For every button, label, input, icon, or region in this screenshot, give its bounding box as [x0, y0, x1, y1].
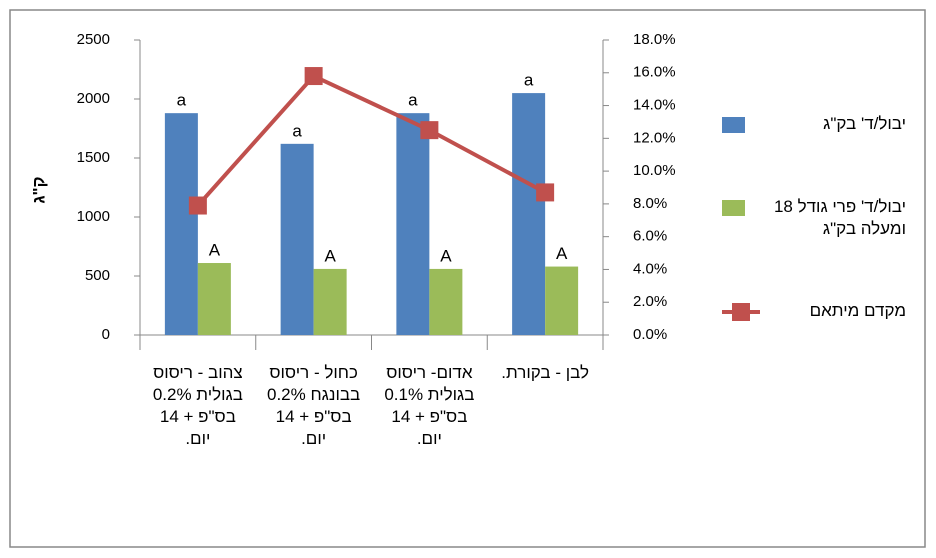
- y2-tick-label: 6.0%: [633, 228, 667, 245]
- y-axis-label: ק"ג: [29, 176, 48, 203]
- bar: [545, 266, 579, 335]
- y2-tick-label: 2.0%: [633, 293, 667, 310]
- line-marker: [420, 121, 439, 140]
- legend-label: מקדם מיתאם: [809, 301, 906, 320]
- legend-marker: [732, 303, 750, 321]
- y2-tick-label: 0.0%: [633, 326, 667, 343]
- y2-tick-label: 18.0%: [633, 31, 676, 48]
- y2-tick-label: 8.0%: [633, 195, 667, 212]
- y-tick-label: 500: [85, 267, 110, 284]
- bar-label: a: [177, 91, 187, 110]
- bar: [164, 113, 198, 335]
- line-series: [196, 73, 547, 207]
- x-tick-label: אדום- ריסוס בגולית 0.1% בס"פ + 14 יום.: [384, 363, 475, 448]
- line-marker: [188, 196, 207, 215]
- legend-swatch: [722, 200, 745, 216]
- x-tick-label: לבן - בקורת.: [501, 363, 589, 382]
- bar-label: a: [408, 91, 418, 110]
- bar-label: A: [556, 244, 568, 263]
- y2-tick-label: 12.0%: [633, 129, 676, 146]
- bar: [429, 268, 463, 335]
- bar: [396, 113, 430, 335]
- y-tick-label: 1500: [77, 149, 110, 166]
- legend-swatch: [722, 117, 745, 133]
- legend-label: יבול/ד' בק"ג: [823, 114, 906, 133]
- y-tick-label: 1000: [77, 208, 110, 225]
- bar-label: a: [292, 121, 302, 140]
- y-tick-label: 2000: [77, 90, 110, 107]
- bar: [512, 93, 546, 335]
- x-tick-label: צהוב - ריסוס בגולית 0.2% בס"פ + 14 יום.: [152, 363, 243, 448]
- line-marker: [536, 183, 555, 202]
- bar: [313, 268, 347, 335]
- bar-label: A: [324, 246, 336, 265]
- y2-tick-label: 14.0%: [633, 97, 676, 114]
- y-tick-label: 0: [102, 326, 110, 343]
- bar-label: A: [209, 241, 221, 260]
- bar-label: A: [440, 246, 452, 265]
- line-marker: [304, 67, 323, 86]
- bar: [197, 263, 231, 335]
- chart-frame: [9, 9, 926, 548]
- y2-tick-label: 16.0%: [633, 64, 676, 81]
- x-tick-label: כחול - ריסוס בבונגח 0.2% בס"פ + 14 יום.: [267, 363, 361, 448]
- y2-tick-label: 10.0%: [633, 162, 676, 179]
- bar-label: a: [524, 71, 534, 90]
- legend-label: יבול/ד' פרי גודל 18 ומעלה בק"ג: [773, 197, 906, 238]
- y-tick-label: 2500: [77, 31, 110, 48]
- y2-tick-label: 4.0%: [633, 260, 667, 277]
- bar: [280, 143, 314, 335]
